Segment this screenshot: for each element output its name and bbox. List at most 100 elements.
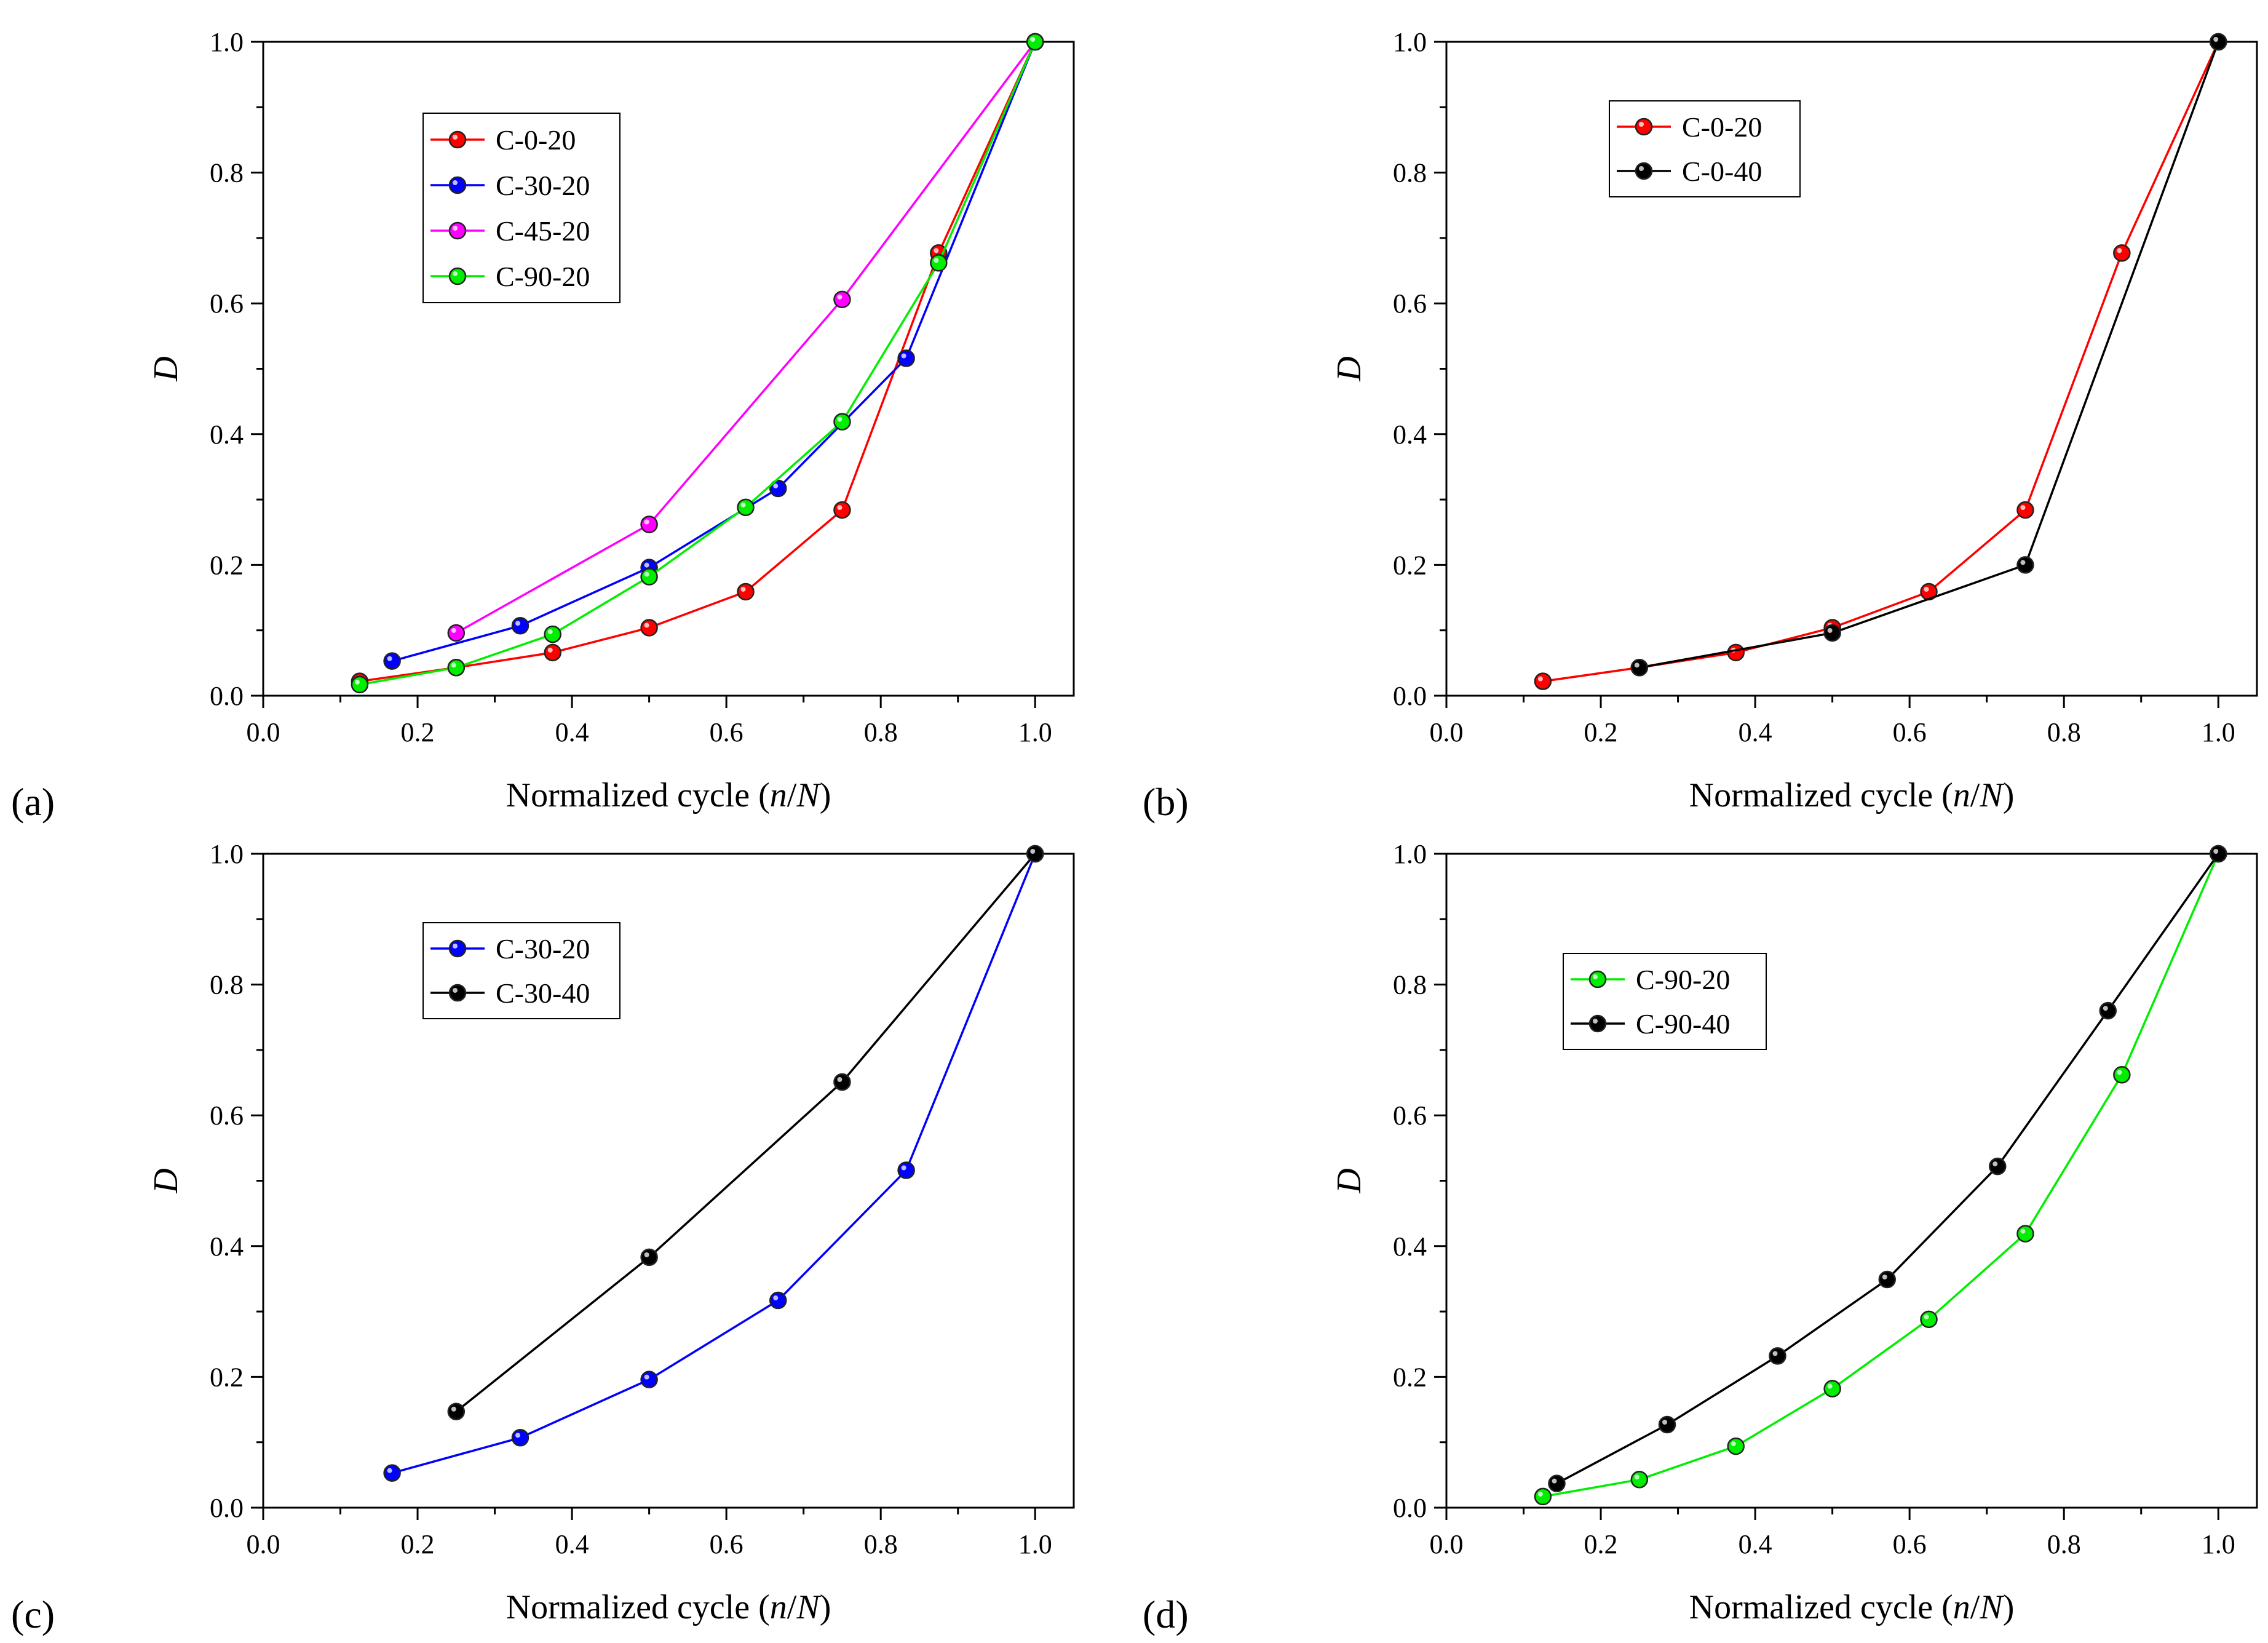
y-tick-label: 0.0 [1393, 681, 1427, 711]
x-axis-label: Normalized cycle (n/N) [1689, 776, 2015, 814]
series-C-90-40 [1548, 845, 2227, 1492]
series-line [1542, 853, 2219, 1498]
series-C-30-40 [447, 845, 1044, 1420]
data-point-highlight [837, 416, 843, 422]
legend-marker-highlight [1639, 122, 1644, 127]
y-axis-label: D [1330, 356, 1368, 381]
series-line [455, 853, 1036, 1413]
chart-panel-4: 0.0 0.2 0.4 0.6 0.8 1.0 0.0 0.2 0.4 0.6 0.8 1.0 Norm… [1143, 839, 2258, 1636]
data-point-highlight [837, 505, 843, 511]
y-tick-label: 0.6 [1393, 1100, 1427, 1131]
legend-item: C-30-20 [430, 170, 590, 201]
data-point-highlight [1662, 1419, 1667, 1425]
data-point [2113, 1066, 2131, 1084]
x-tick-label: 0.4 [1739, 717, 1772, 747]
data-point [2113, 244, 2131, 262]
legend-label: C-90-40 [1636, 1008, 1730, 1040]
legend-item: C-90-40 [1571, 1008, 1730, 1040]
legend-item: C-0-40 [1617, 156, 1762, 187]
data-point [1534, 1487, 1552, 1506]
x-tick-label: 0.8 [864, 1529, 898, 1559]
legend: C-30-20 C-30-40 [422, 922, 621, 1019]
legend-label: C-30-20 [496, 933, 590, 965]
y-axis-label: D [147, 1168, 185, 1193]
data-point-highlight [644, 623, 649, 628]
data-point [383, 652, 401, 670]
data-point-highlight [1030, 37, 1036, 42]
x-tick-label: 0.4 [555, 717, 589, 747]
data-point [737, 498, 755, 517]
data-point-highlight [1634, 1474, 1640, 1480]
data-point-highlight [1552, 1478, 1557, 1484]
data-point-highlight [1772, 1351, 1778, 1356]
data-point-highlight [1537, 1491, 1543, 1497]
data-point-highlight [901, 1165, 906, 1171]
data-point [2016, 556, 2034, 574]
legend-marker [448, 939, 467, 958]
panel-label: (b) [1143, 780, 1189, 824]
x-tick-label: 0.6 [710, 1529, 743, 1559]
data-point-highlight [1924, 1314, 1929, 1319]
x-tick-label: 1.0 [1018, 717, 1052, 747]
data-point-highlight [644, 519, 649, 525]
y-tick-label: 0.4 [1393, 1231, 1427, 1262]
legend-item: C-30-20 [430, 933, 590, 965]
data-point [1878, 1270, 1896, 1289]
data-point [930, 254, 948, 272]
data-point [640, 1248, 658, 1267]
legend-item: C-90-20 [430, 261, 590, 292]
series-line [455, 41, 1036, 634]
data-point [1548, 1474, 1566, 1492]
x-tick-label: 1.0 [1018, 1529, 1052, 1559]
x-tick-label: 0.0 [1430, 717, 1464, 747]
legend-label: C-30-40 [496, 977, 590, 1009]
data-point [1630, 659, 1649, 677]
y-tick-label: 1.0 [210, 839, 244, 869]
y-tick-label: 0.0 [210, 681, 244, 711]
data-point [2016, 1225, 2034, 1243]
data-point [544, 625, 561, 643]
data-point-highlight [934, 258, 939, 263]
data-point-highlight [1634, 662, 1640, 668]
data-point [833, 501, 851, 519]
legend-marker [1588, 970, 1607, 989]
legend-box [1609, 100, 1801, 197]
legend-marker-highlight [453, 226, 458, 231]
x-tick-label: 0.4 [555, 1529, 589, 1559]
data-point-highlight [1030, 849, 1036, 854]
data-point-highlight [2117, 248, 2122, 253]
data-point [1988, 1157, 2007, 1176]
data-point [511, 1429, 529, 1447]
data-point-highlight [515, 1433, 520, 1438]
series-C-90-20 [1534, 845, 2227, 1506]
plot-area-frame [1445, 41, 2258, 697]
data-point [1658, 1415, 1676, 1434]
y-tick-label: 0.8 [210, 158, 244, 188]
y-tick-label: 0.6 [210, 1100, 244, 1131]
y-tick-label: 0.2 [210, 550, 244, 580]
y-tick-label: 0.8 [1393, 970, 1427, 1000]
data-point [447, 659, 466, 677]
panel-label: (d) [1143, 1593, 1189, 1636]
data-point-highlight [1827, 1383, 1833, 1389]
legend-marker [1635, 162, 1653, 180]
legend: C-90-20 C-90-40 [1563, 953, 1767, 1050]
series-line [359, 41, 1036, 686]
legend-label: C-0-20 [496, 124, 576, 156]
data-point-highlight [837, 1076, 843, 1082]
data-point-highlight [1827, 627, 1833, 633]
data-point-highlight [354, 679, 360, 685]
data-point [897, 1161, 915, 1179]
data-point-highlight [2020, 560, 2026, 565]
x-tick-label: 0.2 [401, 1529, 435, 1559]
data-point [1026, 33, 1044, 51]
x-tick-label: 0.6 [1893, 1529, 1927, 1559]
y-tick-label: 0.2 [1393, 550, 1427, 580]
legend: C-0-20 C-30-20 C-45-20 C-90-20 [422, 113, 621, 303]
y-tick-label: 0.6 [210, 288, 244, 319]
x-tick-label: 0.4 [1739, 1529, 1772, 1559]
legend-marker [448, 267, 467, 285]
data-point-highlight [515, 621, 520, 626]
data-point-highlight [644, 1374, 649, 1380]
data-point-highlight [387, 656, 392, 661]
